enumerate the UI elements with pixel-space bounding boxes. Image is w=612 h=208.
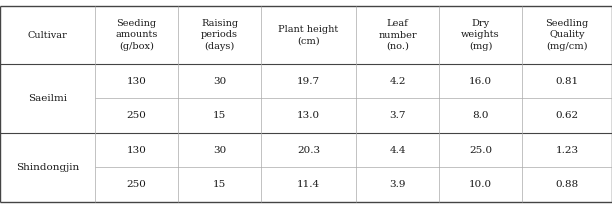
Text: 10.0: 10.0 [469, 180, 492, 189]
Text: 16.0: 16.0 [469, 77, 492, 86]
Text: 25.0: 25.0 [469, 146, 492, 155]
Text: 0.62: 0.62 [556, 111, 578, 120]
Text: 15: 15 [213, 111, 226, 120]
Text: 250: 250 [127, 111, 146, 120]
Text: Saeilmi: Saeilmi [28, 94, 67, 103]
Text: 4.4: 4.4 [389, 146, 406, 155]
Text: 11.4: 11.4 [297, 180, 320, 189]
Text: Seeding
amounts
(g/box): Seeding amounts (g/box) [115, 19, 158, 51]
Text: 130: 130 [127, 146, 146, 155]
Text: 4.2: 4.2 [389, 77, 406, 86]
Text: Plant height
(cm): Plant height (cm) [278, 25, 338, 45]
Text: 3.7: 3.7 [389, 111, 406, 120]
Text: 30: 30 [213, 146, 226, 155]
Text: Cultivar: Cultivar [28, 31, 67, 40]
Text: 250: 250 [127, 180, 146, 189]
Text: 130: 130 [127, 77, 146, 86]
Text: 0.88: 0.88 [556, 180, 578, 189]
Text: Shindongjin: Shindongjin [16, 163, 79, 172]
Text: 13.0: 13.0 [297, 111, 320, 120]
Text: 15: 15 [213, 180, 226, 189]
Text: 1.23: 1.23 [556, 146, 578, 155]
Text: 30: 30 [213, 77, 226, 86]
Text: Leaf
number
(no.): Leaf number (no.) [378, 20, 417, 51]
Text: Raising
periods
(days): Raising periods (days) [201, 19, 238, 51]
Text: Dry
weights
(mg): Dry weights (mg) [461, 19, 500, 51]
Text: 0.81: 0.81 [556, 77, 578, 86]
Text: 19.7: 19.7 [297, 77, 320, 86]
Text: 8.0: 8.0 [472, 111, 489, 120]
Text: Seedling
Quality
(mg/cm): Seedling Quality (mg/cm) [545, 19, 589, 51]
Text: 20.3: 20.3 [297, 146, 320, 155]
Text: 3.9: 3.9 [389, 180, 406, 189]
